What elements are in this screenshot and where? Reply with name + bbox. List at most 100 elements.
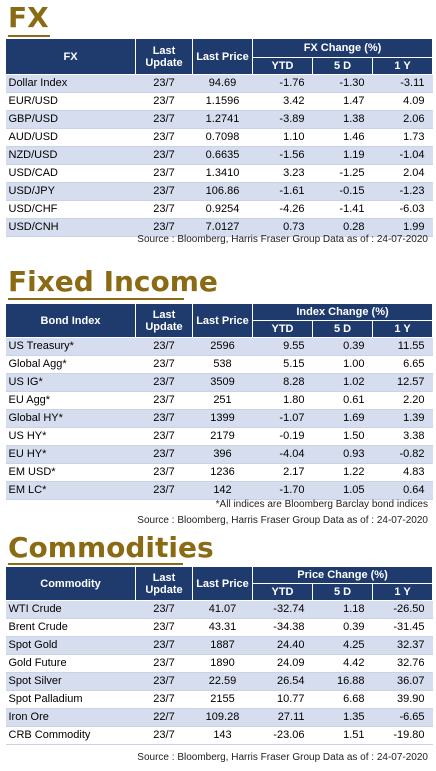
row-name: EM USD* — [5, 463, 136, 482]
row-last-price: 106.86 — [192, 182, 253, 201]
fixed-income-section-title: Fixed Income — [8, 265, 218, 298]
row-last-update: 23/7 — [135, 110, 193, 129]
table-row: CRB Commodity 23/7 143 -23.06 1.51 -19.80 — [5, 726, 433, 745]
row-1y: 3.38 — [372, 427, 433, 446]
row-name: NZD/USD — [5, 146, 136, 165]
row-last-price: 41.07 — [192, 600, 253, 619]
row-last-update: 23/7 — [135, 463, 193, 482]
row-name: EU HY* — [5, 445, 136, 464]
row-name: Global Agg* — [5, 355, 136, 374]
row-last-price: 251 — [192, 391, 253, 410]
row-1y: -1.04 — [372, 146, 433, 165]
row-last-price: 2179 — [192, 427, 253, 446]
row-name: USD/CAD — [5, 164, 136, 183]
row-last-price: 2155 — [192, 690, 253, 709]
cm-header-name: Commodity — [5, 566, 136, 601]
row-5d: 0.28 — [312, 218, 373, 237]
row-1y: 2.20 — [372, 391, 433, 410]
row-name: AUD/USD — [5, 128, 136, 147]
row-1y: -31.45 — [372, 618, 433, 637]
row-1y: -0.82 — [372, 445, 433, 464]
row-ytd: -32.74 — [252, 600, 313, 619]
row-5d: 1.51 — [312, 726, 373, 745]
row-name: Spot Gold — [5, 636, 136, 655]
row-name: US IG* — [5, 373, 136, 392]
fi-header-name: Bond Index — [5, 303, 136, 338]
row-ytd: 26.54 — [252, 672, 313, 691]
row-1y: -26.50 — [372, 600, 433, 619]
row-name: USD/CHF — [5, 200, 136, 219]
fx-header-5d: 5 D — [312, 57, 373, 75]
row-last-update: 23/7 — [135, 218, 193, 237]
row-ytd: -3.89 — [252, 110, 313, 129]
row-last-update: 23/7 — [135, 74, 193, 93]
table-row: WTI Crude 23/7 41.07 -32.74 1.18 -26.50 — [5, 600, 433, 619]
row-5d: 1.00 — [312, 355, 373, 374]
table-row: Dollar Index 23/7 94.69 -1.76 -1.30 -3.11 — [5, 74, 433, 93]
row-ytd: -1.76 — [252, 74, 313, 93]
row-last-price: 143 — [192, 726, 253, 745]
row-last-price: 1.2741 — [192, 110, 253, 129]
row-1y: 32.37 — [372, 636, 433, 655]
row-last-price: 1399 — [192, 409, 253, 428]
row-ytd: -1.07 — [252, 409, 313, 428]
row-name: CRB Commodity — [5, 726, 136, 745]
row-last-update: 23/7 — [135, 618, 193, 637]
fx-header-last-update: Last Update — [135, 38, 193, 75]
row-name: EM LC* — [5, 481, 136, 500]
row-name: Spot Silver — [5, 672, 136, 691]
table-row: Global Agg* 23/7 538 5.15 1.00 6.65 — [5, 355, 433, 374]
fi-header-last-price: Last Price — [192, 303, 253, 338]
row-name: USD/CNH — [5, 218, 136, 237]
row-last-update: 23/7 — [135, 391, 193, 410]
table-row: EUR/USD 23/7 1.1596 3.42 1.47 4.09 — [5, 92, 433, 111]
fx-header-name: FX — [5, 38, 136, 75]
cm-header-ytd: YTD — [252, 583, 313, 601]
fx-table: FX Last Update Last Price FX Change (%) … — [5, 38, 434, 237]
row-1y: 12.57 — [372, 373, 433, 392]
row-5d: 1.69 — [312, 409, 373, 428]
row-name: WTI Crude — [5, 600, 136, 619]
row-ytd: 0.73 — [252, 218, 313, 237]
row-ytd: 24.09 — [252, 654, 313, 673]
table-row: EM USD* 23/7 1236 2.17 1.22 4.83 — [5, 463, 433, 482]
row-5d: 0.39 — [312, 618, 373, 637]
row-ytd: 27.11 — [252, 708, 313, 727]
table-row: Brent Crude 23/7 43.31 -34.38 0.39 -31.45 — [5, 618, 433, 637]
row-last-update: 22/7 — [135, 708, 193, 727]
fixed-income-footnote: *All indices are Bloomberg Barclay bond … — [215, 499, 428, 510]
row-name: Brent Crude — [5, 618, 136, 637]
commodities-table: Commodity Last Update Last Price Price C… — [5, 566, 434, 745]
row-last-price: 2596 — [192, 337, 253, 356]
row-ytd: 3.23 — [252, 164, 313, 183]
row-1y: 32.76 — [372, 654, 433, 673]
row-last-update: 23/7 — [135, 182, 193, 201]
row-5d: 1.46 — [312, 128, 373, 147]
row-last-update: 23/7 — [135, 373, 193, 392]
row-5d: 0.93 — [312, 445, 373, 464]
commodities-section-title: Commodities — [8, 531, 214, 564]
fi-header-change-group: Index Change (%) — [251, 303, 434, 321]
row-last-price: 142 — [192, 481, 253, 500]
row-5d: 16.88 — [312, 672, 373, 691]
row-last-price: 1887 — [192, 636, 253, 655]
row-ytd: 24.40 — [252, 636, 313, 655]
row-ytd: 5.15 — [252, 355, 313, 374]
row-1y: 1.39 — [372, 409, 433, 428]
row-last-update: 23/7 — [135, 636, 193, 655]
table-row: USD/JPY 23/7 106.86 -1.61 -0.15 -1.23 — [5, 182, 433, 201]
row-last-update: 23/7 — [135, 654, 193, 673]
row-last-price: 0.9254 — [192, 200, 253, 219]
row-5d: 0.39 — [312, 337, 373, 356]
row-ytd: 1.10 — [252, 128, 313, 147]
row-last-price: 109.28 — [192, 708, 253, 727]
table-row: US HY* 23/7 2179 -0.19 1.50 3.38 — [5, 427, 433, 446]
row-last-price: 43.31 — [192, 618, 253, 637]
cm-header-1y: 1 Y — [371, 583, 434, 601]
row-5d: 1.47 — [312, 92, 373, 111]
row-ytd: 2.17 — [252, 463, 313, 482]
row-ytd: -1.61 — [252, 182, 313, 201]
fixed-income-title-underline — [8, 298, 184, 300]
row-last-update: 23/7 — [135, 445, 193, 464]
row-5d: 1.35 — [312, 708, 373, 727]
